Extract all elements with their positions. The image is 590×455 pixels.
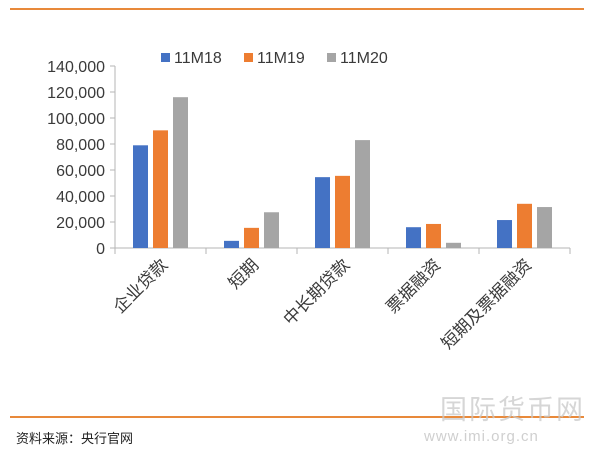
- legend-label: 11M20: [340, 50, 388, 67]
- watermark-logo: 国际货币网: [440, 388, 585, 427]
- bar-11m18-0: [133, 145, 148, 248]
- watermark-text: 国际货币网: [440, 395, 585, 426]
- bar-chart: 0 20,000 40,000 60,000 80,000 100,000 120,000 1…: [47, 50, 571, 354]
- legend: 11M18 11M19 11M20: [161, 50, 388, 67]
- y-tick-label: 100,000: [47, 111, 105, 128]
- y-tick-label: 120,000: [47, 85, 105, 102]
- legend-label: 11M19: [257, 50, 305, 67]
- y-tick-label: 40,000: [56, 189, 105, 206]
- category-label: 企业贷款: [110, 255, 172, 317]
- top-rule: [10, 8, 584, 10]
- bar-11m20-2: [355, 140, 370, 248]
- bars: [133, 97, 552, 248]
- legend-label: 11M18: [174, 50, 222, 67]
- source-note: 资料来源：央行官网: [16, 432, 134, 447]
- category-label: 票据融资: [383, 255, 445, 317]
- bar-11m19-3: [426, 223, 441, 248]
- bar-11m18-4: [497, 220, 512, 248]
- y-tick-label: 80,000: [56, 137, 105, 154]
- y-tick-label: 20,000: [56, 215, 105, 232]
- bar-11m20-4: [537, 207, 552, 248]
- legend-swatch: [327, 53, 336, 62]
- bar-11m20-0: [173, 97, 188, 248]
- bar-11m19-1: [244, 227, 259, 248]
- y-tick-label: 0: [96, 241, 105, 258]
- y-axis-ticks: 0 20,000 40,000 60,000 80,000 100,000 120,000 1…: [47, 59, 115, 258]
- bar-11m18-2: [315, 177, 330, 248]
- watermark-url: www.imi.org.cn: [424, 428, 539, 445]
- bar-11m20-3: [446, 242, 461, 248]
- bar-11m18-3: [406, 227, 421, 248]
- bottom-rule: [10, 416, 584, 418]
- legend-swatch: [161, 53, 170, 62]
- y-tick-label: 60,000: [56, 163, 105, 180]
- bar-11m19-0: [153, 130, 168, 248]
- bar-11m18-1: [224, 240, 239, 248]
- bar-11m19-2: [335, 175, 350, 248]
- legend-swatch: [244, 53, 253, 62]
- bar-11m20-1: [264, 212, 279, 248]
- bar-11m19-4: [517, 203, 532, 248]
- category-label: 短期及票据融资: [438, 255, 536, 353]
- category-label: 短期: [225, 255, 263, 293]
- x-axis-tick-marks: [114, 248, 571, 254]
- y-tick-label: 140,000: [47, 59, 105, 76]
- category-label: 中长期贷款: [280, 255, 354, 329]
